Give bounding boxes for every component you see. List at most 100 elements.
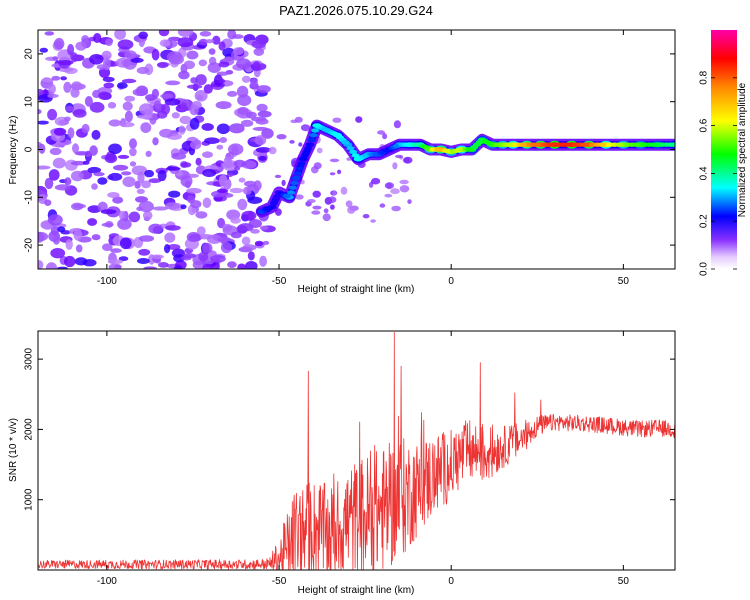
spectrogram-noise-blob [234,166,241,171]
spectrogram-x-ticks: -100 -50 0 50 [97,30,629,287]
spectrogram-noise-blob [121,171,132,176]
spectrogram-noise-blob [379,203,386,208]
spectrogram-noise-blob [177,30,194,37]
spectrogram-noise-blob [145,150,152,157]
spectrogram-noise-blob [207,234,222,244]
colorbar-tick-label: 0.4 [699,166,710,180]
spectrogram-noise-blob [228,123,245,134]
spectrogram-noise-blob [252,126,269,131]
spectrogram-ridge-point [506,142,515,147]
spectrogram-noise-blob [143,266,157,269]
spectrogram-noise-blob [165,225,181,231]
spectrogram-y-ticks: -20 -10 0 10 20 [24,48,675,252]
spectrogram-noise-blob [345,200,353,208]
spectrogram-noise-blob [180,162,192,168]
spectrogram-y-label: Frequency (Hz) [8,116,19,185]
spectrogram-noise-blob [355,116,363,123]
spectrogram-noise-blob [370,219,376,223]
colorbar-label: Normalized spectral amplitude [737,82,748,217]
spectrogram-noise-blob [254,240,264,247]
spectrogram-ridge-point [349,149,358,155]
spectrogram-noise-blob [295,194,304,200]
spectrogram-noise-blob [261,128,274,139]
spectrogram-noise-blob [122,176,136,188]
spectrogram-noise-blob [281,179,286,186]
spectrogram-noise-blob [294,116,303,123]
spectrogram-noise-blob [54,184,71,191]
spectrogram-noise-blob [190,140,202,150]
spectrogram-ridge-point [287,190,296,195]
spectrogram-noise-blob [139,103,154,115]
spectrogram-noise-blob [195,74,207,86]
spectrogram-noise-blob [229,187,244,194]
spectrogram-ridge-point [271,197,280,202]
spectrogram-noise-blob [198,251,208,262]
spectrogram-ridge-point [298,156,308,162]
spectrogram-noise-blob [164,98,181,106]
spectrogram-noise-blob [164,232,176,243]
spectrogram-heatmap [38,30,675,269]
spectrogram-noise-blob [74,151,90,156]
spectrogram-noise-blob [87,218,98,226]
spectrogram-noise-blob [203,84,213,94]
spectrogram-noise-blob [114,30,126,40]
spectrogram-noise-blob [399,179,409,185]
spectrogram-noise-blob [186,232,201,242]
spectrogram-noise-blob [138,31,148,40]
spectrogram-noise-blob [220,241,233,254]
spectrogram-noise-blob [313,162,322,170]
spectrogram-noise-blob [255,118,269,125]
spectrogram-noise-blob [255,147,272,153]
spectrogram-noise-blob [98,91,110,100]
spectrogram-noise-blob [161,103,171,115]
spectrogram-noise-blob [44,31,55,36]
spectrogram-noise-blob [152,137,159,146]
spectrogram-noise-blob [159,128,174,138]
spectrogram-noise-blob [178,70,190,80]
spectrogram-noise-blob [258,155,267,161]
spectrogram-noise-blob [216,144,224,150]
spectrogram-ridge-point [346,146,355,151]
spectrogram-noise-blob [217,236,231,242]
spectrogram-noise-blob [138,248,151,256]
spectrogram-noise-blob [70,160,86,166]
spectrogram-noise-blob [73,228,83,241]
spectrogram-noise-blob [219,137,228,143]
spectrogram-noise-blob [254,135,267,146]
spectrogram-noise-blob [371,177,381,185]
spectrogram-noise-blob [116,82,128,89]
spectrogram-noise-blob [307,199,316,203]
spectrogram-noise-blob [171,112,180,119]
spectrogram-noise-blob [205,39,215,44]
spectrogram-noise-blob [173,254,185,263]
spectrogram-noise-blob [340,186,348,195]
spectrogram-noise-blob [117,154,130,159]
spectrogram-ridge-point [632,142,641,147]
spectrogram-noise-blob [81,123,90,134]
spectrogram-noise-blob [241,236,251,246]
spectrogram-noise-blob [202,242,213,254]
spectrogram-noise-blob [392,162,398,170]
spectrogram-noise-blob [377,130,386,135]
y-tick-label: 0 [24,146,35,152]
spectrogram-noise-blob [119,122,135,128]
spectrogram-noise-blob [241,75,251,83]
spectrogram-noise-blob [252,61,261,72]
spectrogram-ridge-point [615,142,623,147]
x-tick-label: 50 [618,276,630,287]
spectrogram-noise-blob [38,109,42,115]
spectrogram-noise-blob [216,188,229,193]
spectrogram-noise-blob [240,119,254,127]
spectrogram-noise-blob [50,248,66,259]
spectrogram-noise-blob [330,204,335,210]
spectrogram-noise-blob [403,156,413,164]
spectrogram-noise-blob [117,218,132,230]
spectrogram-noise-blob [38,260,44,269]
spectrogram-noise-blob [236,58,252,69]
spectrogram-ridge-point [265,205,274,211]
spectrogram-noise-blob [407,199,412,205]
spectrogram-noise-blob [38,143,46,154]
spectrogram-noise-blob [262,240,270,245]
spectrogram-noise-blob [164,244,171,254]
spectrogram-ridge-point [519,142,528,147]
